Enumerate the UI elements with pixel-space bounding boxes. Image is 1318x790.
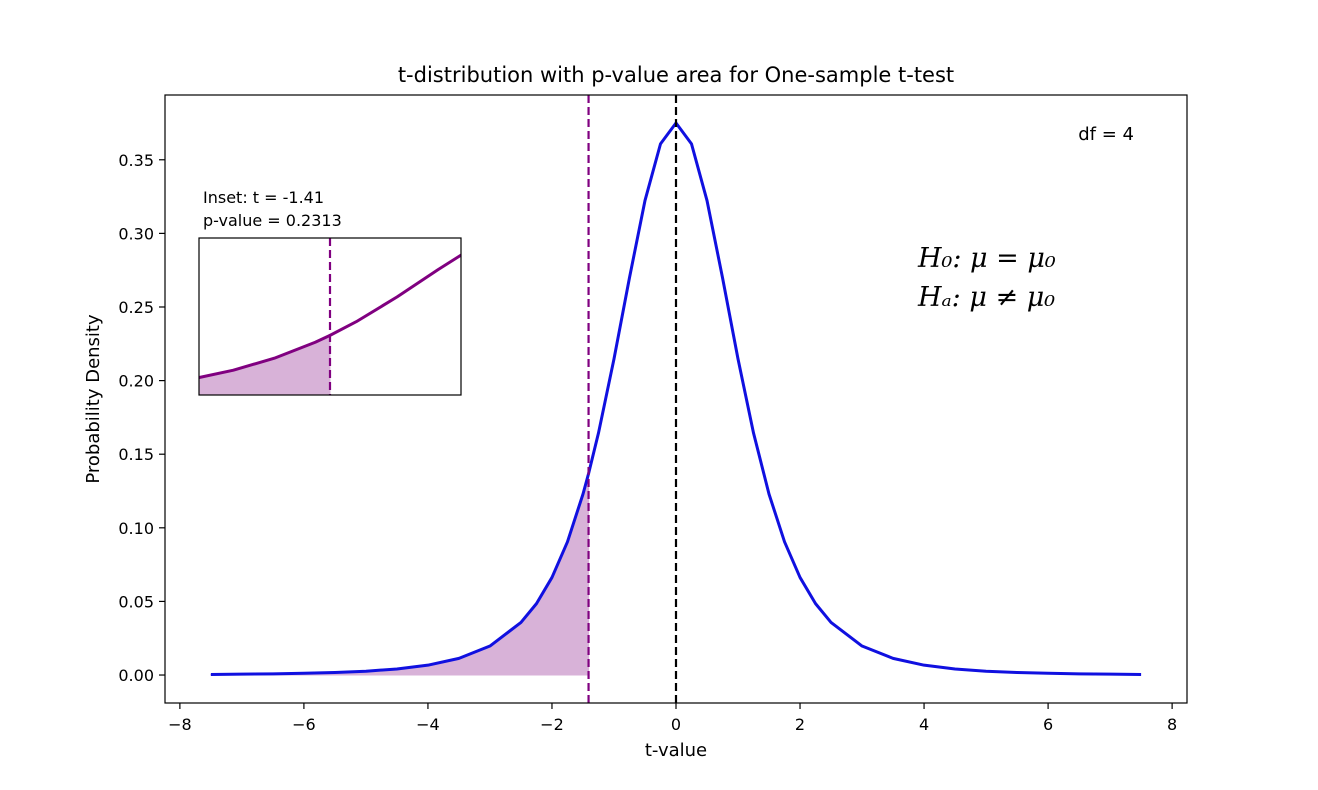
plot-area [210,95,1142,703]
x-tick-label: −2 [540,715,564,734]
inset-area [199,238,461,395]
inset-frame [198,237,462,396]
x-tick-label: 4 [919,715,929,734]
alt-hypothesis: Hₐ: μ ≠ μ₀ [917,282,1055,313]
null-hypothesis: H₀: μ = μ₀ [917,243,1056,274]
y-axis-label: Probability Density [83,314,104,484]
x-tick-label: 8 [1167,715,1177,734]
df-annotation: df = 4 [1078,124,1134,145]
y-tick-label: 0.35 [118,151,154,170]
x-tick-label: −4 [416,715,440,734]
y-tick-label: 0.30 [118,224,154,243]
y-tick-label: 0.15 [118,445,154,464]
chart-title: t-distribution with p-value area for One… [398,63,954,87]
x-tick-label: 0 [671,715,681,734]
x-tick-label: 6 [1043,715,1053,734]
x-axis-label: t-value [645,740,707,761]
p-value-area [210,473,590,676]
x-tick-label: −6 [292,715,316,734]
y-tick-label: 0.05 [118,592,154,611]
inset-label: p-value = 0.2313 [203,211,342,230]
inset-label: Inset: t = -1.41 [203,188,324,207]
y-tick-label: 0.00 [118,666,154,685]
y-tick-label: 0.25 [118,298,154,317]
x-tick-label: 2 [795,715,805,734]
density-curve [199,253,461,380]
y-tick-label: 0.20 [118,372,154,391]
x-tick-label: −8 [168,715,192,734]
y-tick-label: 0.10 [118,519,154,538]
density-curve [210,121,1142,676]
